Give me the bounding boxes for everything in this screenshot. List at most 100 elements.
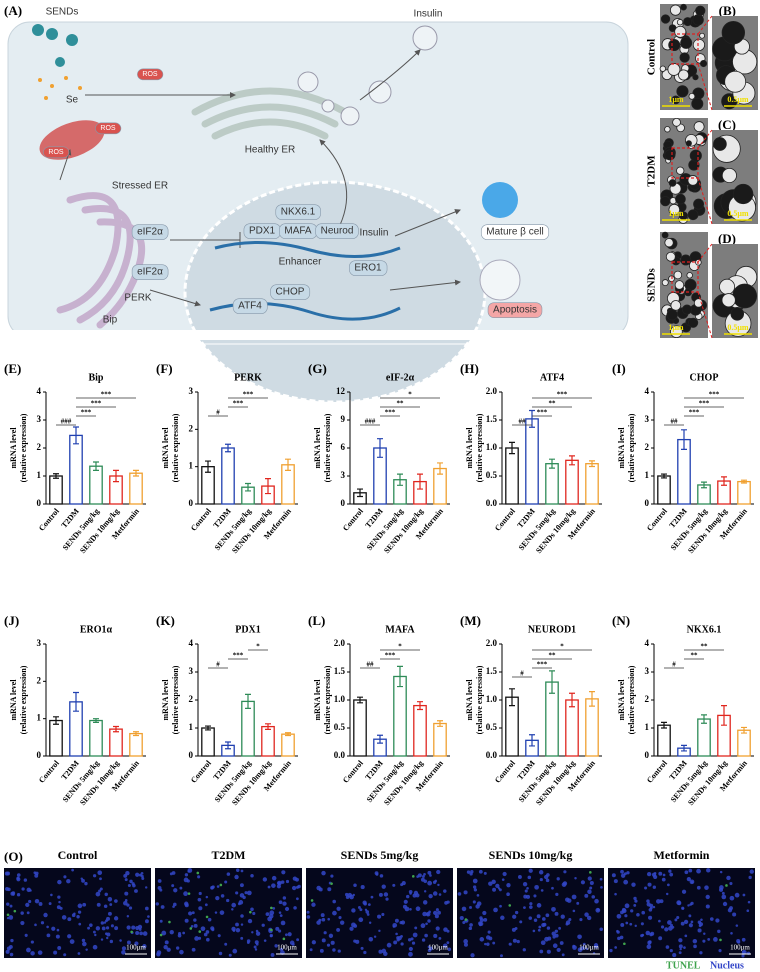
nucleus-dot (741, 950, 746, 954)
em-granule (660, 14, 671, 24)
error-bar (93, 461, 99, 471)
nucleus-dot (437, 883, 440, 887)
nucleus-dot (367, 903, 371, 907)
sig-label: ** (691, 652, 699, 660)
y-tick-label: 1.5 (486, 414, 498, 424)
nucleus-dot (226, 872, 231, 876)
x-tick-label: Control (645, 506, 669, 533)
nucleus-dot (166, 947, 171, 952)
x-tick-label: Control (189, 758, 213, 785)
bar (241, 700, 255, 757)
nucleus-dot (659, 899, 664, 904)
nucleus-dot (197, 897, 202, 902)
diagram-label: eIF2α (137, 267, 163, 278)
nucleus-dot (252, 911, 256, 916)
nucleus-dot (386, 942, 392, 948)
nucleus-dot (508, 942, 512, 946)
zoom-box (671, 147, 699, 179)
sig-label: *** (689, 409, 700, 417)
nucleus-dot (293, 906, 297, 910)
bar (505, 447, 519, 505)
nucleus-dot (206, 937, 210, 942)
nucleus-dot (698, 922, 704, 927)
nucleus-dot (327, 917, 331, 921)
nucleus-dot (287, 932, 292, 937)
error-bar (73, 426, 79, 445)
error-bar (397, 665, 403, 688)
nucleus-dot (426, 912, 430, 916)
nucleus-dot (373, 935, 377, 938)
nucleus-dot (128, 906, 133, 910)
nucleus-dot (422, 911, 427, 917)
panel-label: (I) (612, 361, 626, 376)
nucleus-dot (512, 938, 517, 943)
sig-label: * (560, 643, 564, 651)
nucleus-dot (611, 873, 616, 878)
y-tick-label: 4 (645, 386, 650, 396)
nucleus-dot (652, 905, 656, 909)
nucleus-dot (327, 887, 332, 892)
nucleus-dot (20, 911, 24, 915)
em-granule (666, 309, 678, 321)
nucleus-dot (624, 914, 628, 918)
nucleus-dot (660, 925, 665, 929)
nucleus-dot (519, 920, 523, 924)
y-axis-label: mRNA level (465, 679, 474, 721)
scale-label: 1μm (668, 95, 684, 104)
nucleus-dot (285, 933, 288, 937)
error-bar (701, 481, 707, 489)
nucleus-dot (469, 923, 473, 927)
sig-label: # (216, 661, 220, 669)
x-tick-label: Control (341, 506, 365, 533)
nucleus-dot (20, 920, 25, 926)
nucleus-dot (353, 883, 357, 887)
nucleus-dot (741, 937, 746, 942)
scale-label: 0.5μm (727, 323, 749, 332)
diagram-label: Enhancer (279, 257, 322, 268)
em-granule (699, 59, 708, 68)
y-tick-label: 3 (645, 414, 650, 424)
nucleus-dot (696, 885, 701, 890)
nucleus-dot (56, 928, 60, 932)
nucleus-dot (631, 882, 636, 887)
nucleus-dot (58, 900, 61, 904)
nucleus-dot (403, 899, 408, 904)
nucleus-dot (183, 891, 188, 897)
nucleus-dot (522, 948, 526, 952)
nucleus-dot (171, 871, 176, 875)
chart-title: MAFA (385, 624, 415, 635)
error-bar (285, 732, 291, 737)
nucleus-dot (658, 919, 661, 923)
nucleus-dot (124, 891, 129, 896)
nucleus-dot (541, 922, 546, 928)
nucleus-dot (463, 890, 468, 895)
diagram-label: Apoptosis (493, 305, 537, 316)
nucleus-dot (101, 926, 106, 931)
sig-label: *** (243, 391, 254, 399)
nucleus-dot (539, 949, 544, 954)
nucleus-dot (204, 903, 208, 907)
zoom-box (671, 261, 699, 293)
nucleus-dot (280, 920, 286, 926)
nucleus-dot (495, 883, 500, 889)
em-granule (668, 179, 677, 187)
nucleus-dot (648, 915, 653, 920)
tunel-title: T2DM (212, 848, 246, 862)
nucleus-dot (669, 949, 673, 953)
y-tick-label: 1 (189, 722, 194, 732)
nucleus-dot (318, 918, 322, 922)
nucleus-dot (392, 925, 396, 928)
nucleus-dot (702, 939, 706, 943)
error-bar (285, 458, 291, 471)
em-granule (664, 149, 676, 161)
nucleus-dot (114, 899, 118, 903)
diagram-label: ROS (48, 149, 64, 156)
nucleus-dot (55, 934, 60, 939)
nucleus-dot (653, 874, 658, 880)
nucleus-dot (381, 884, 386, 889)
panel-label: (B) (719, 3, 736, 18)
nucleus-dot (61, 915, 67, 920)
nucleus-dot (571, 894, 577, 900)
diagram-label: SENDs (46, 7, 79, 18)
nucleus-dot (500, 954, 503, 958)
